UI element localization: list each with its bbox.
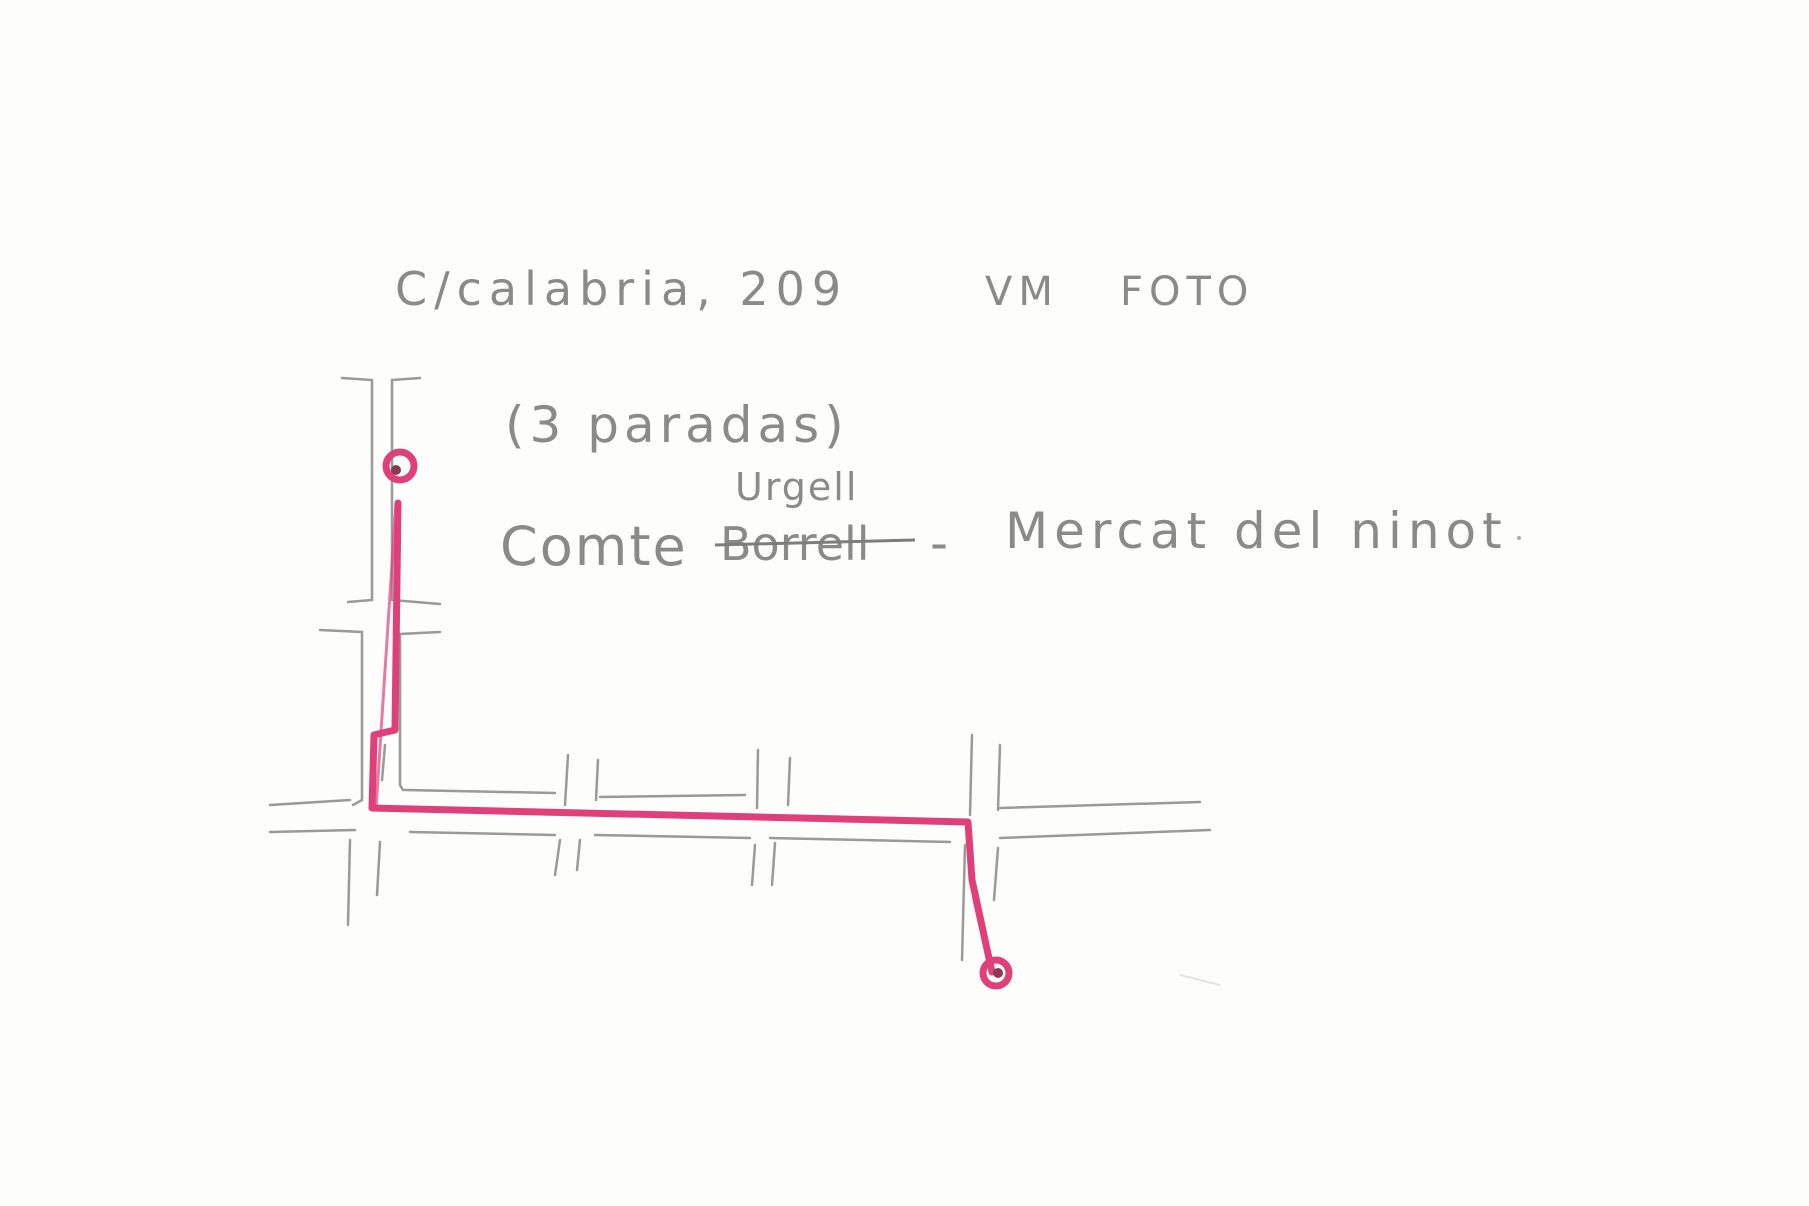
start-marker bbox=[382, 448, 418, 484]
vertical-street-lines bbox=[318, 376, 442, 807]
strikethrough-line bbox=[714, 538, 916, 547]
end-marker bbox=[979, 956, 1013, 990]
route-from-text: Comte bbox=[500, 515, 688, 578]
photo-label: FOTO bbox=[1120, 269, 1254, 315]
stray-dot bbox=[1517, 536, 1521, 540]
address-text: C/calabria, 209 bbox=[395, 262, 848, 316]
stray-mark bbox=[1179, 974, 1221, 986]
street-correction: Urgell bbox=[735, 465, 858, 509]
stops-note: (3 paradas) bbox=[505, 396, 849, 454]
route-path bbox=[368, 499, 996, 976]
cross-street-lines bbox=[346, 733, 1002, 962]
separator-text: - bbox=[930, 514, 948, 572]
code-text: VM bbox=[985, 269, 1059, 315]
route-to-text: Mercat del ninot bbox=[1005, 502, 1508, 560]
horizontal-street-lines bbox=[268, 788, 1212, 844]
